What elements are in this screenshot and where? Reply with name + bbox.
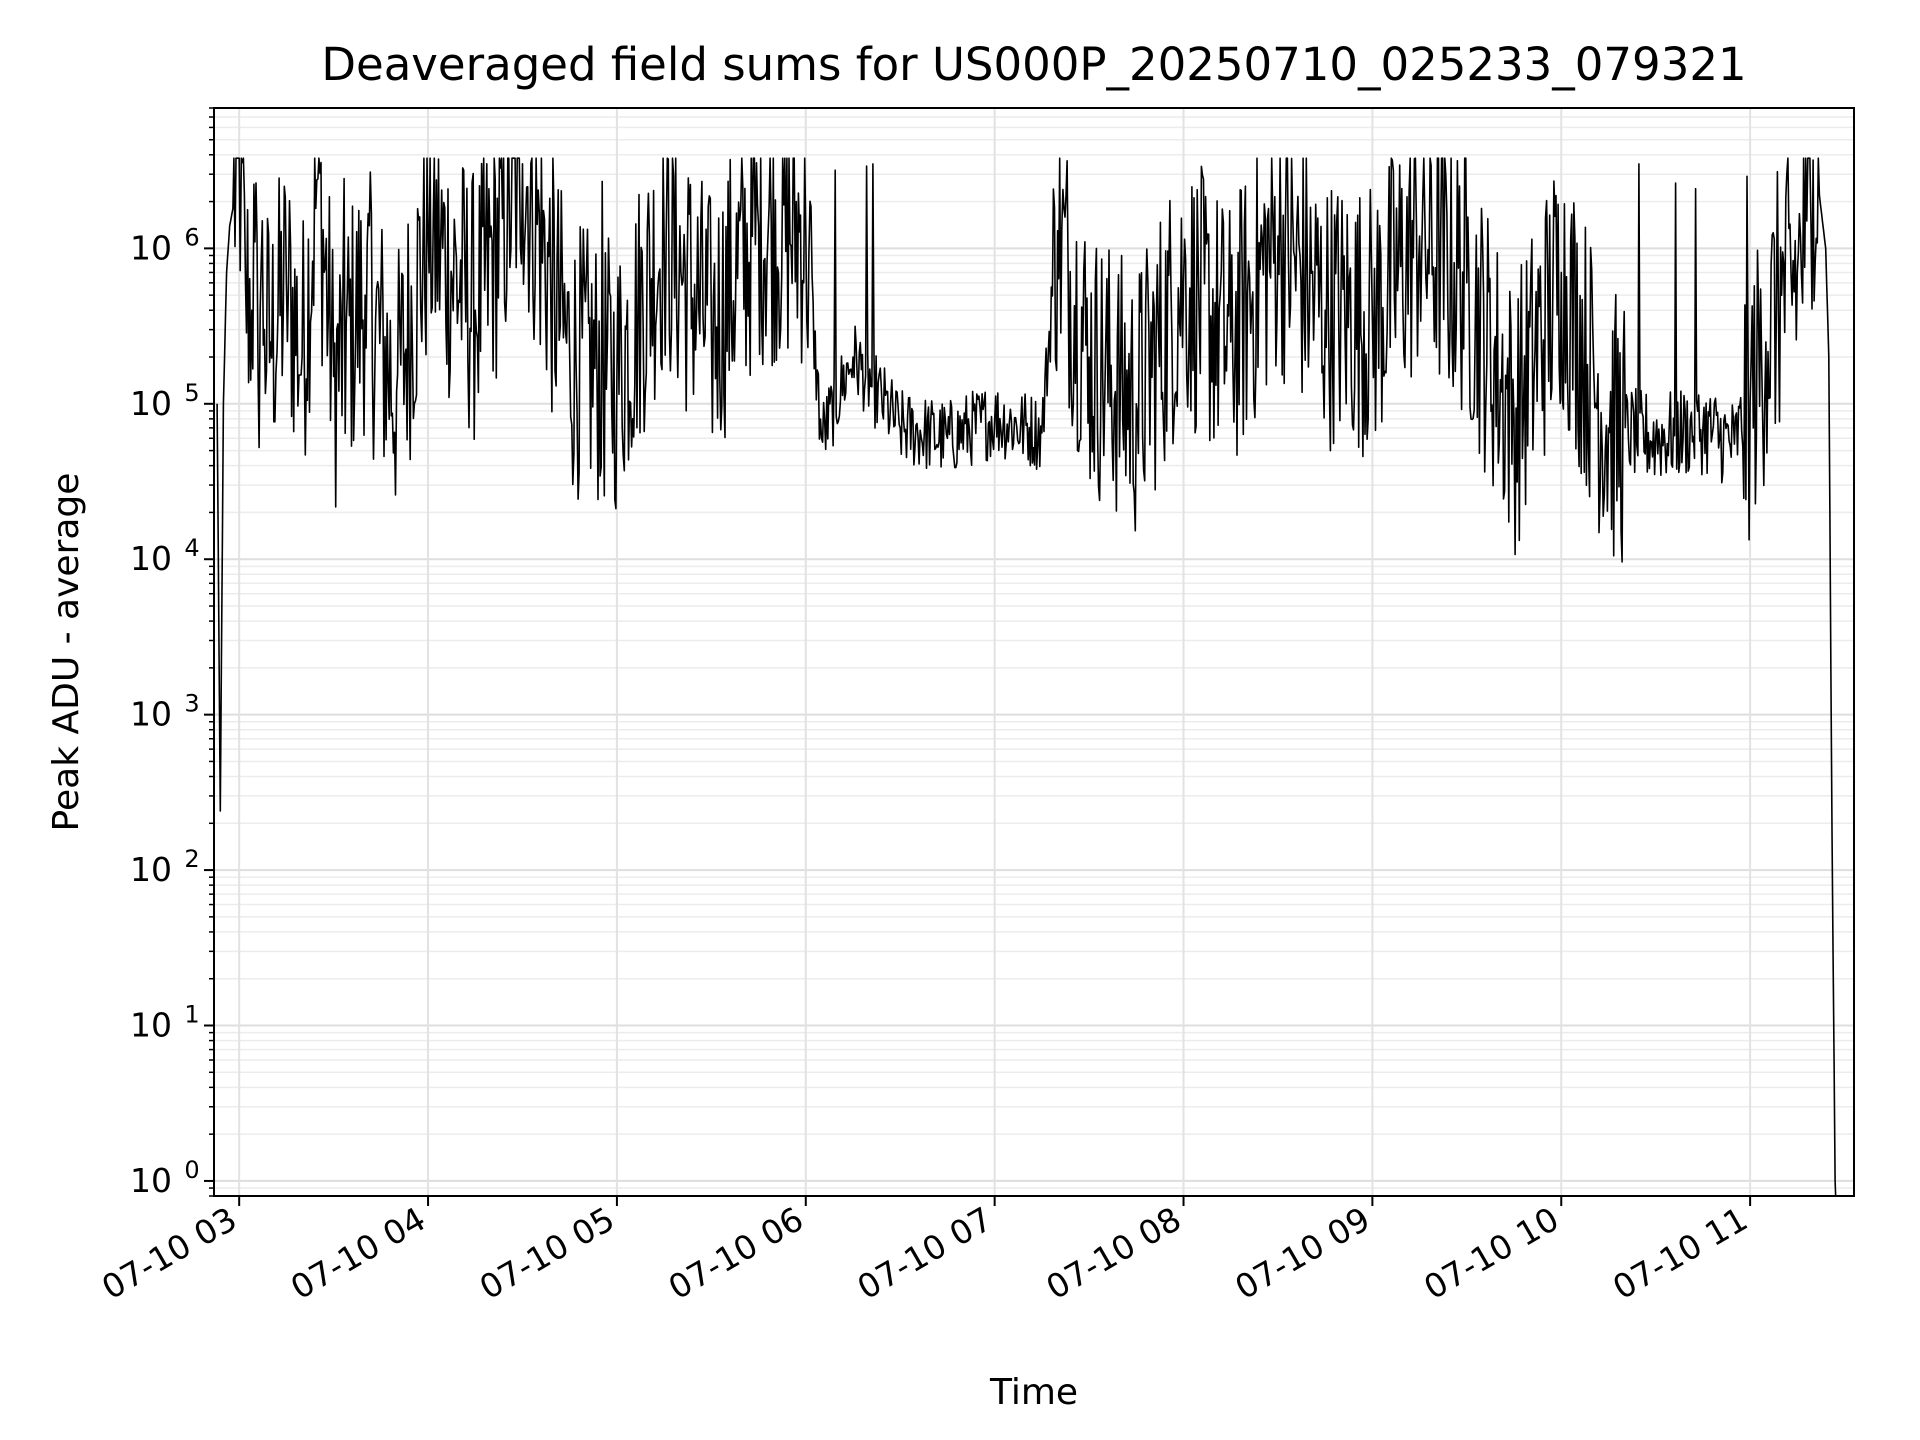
x-axis-label: Time xyxy=(989,1372,1078,1413)
series-layer xyxy=(216,157,1837,1198)
y-axis-label: Peak ADU - average xyxy=(46,473,87,832)
y-tick-exponent: 6 xyxy=(184,223,199,251)
y-tick-exponent: 0 xyxy=(184,1156,199,1184)
grid-layer xyxy=(214,107,1854,1197)
y-tick-exponent: 3 xyxy=(184,690,199,718)
y-tick-exponent: 2 xyxy=(184,845,199,873)
plot-frame xyxy=(213,107,1855,1197)
y-tick-label: 10 xyxy=(130,1161,172,1200)
y-tick-label: 10 xyxy=(130,695,172,734)
y-tick-label: 10 xyxy=(130,539,172,578)
chart-title: Deaveraged field sums for US000P_2025071… xyxy=(321,38,1746,91)
y-tick-label: 10 xyxy=(130,1006,172,1045)
y-tick-label: 10 xyxy=(130,228,172,267)
series-line xyxy=(216,157,1837,1198)
y-tick-exponent: 1 xyxy=(184,1001,199,1029)
y-tick-exponent: 5 xyxy=(184,379,199,407)
y-tick-exponent: 4 xyxy=(184,534,199,562)
y-tick-label: 10 xyxy=(130,850,172,889)
y-tick-label: 10 xyxy=(130,384,172,423)
